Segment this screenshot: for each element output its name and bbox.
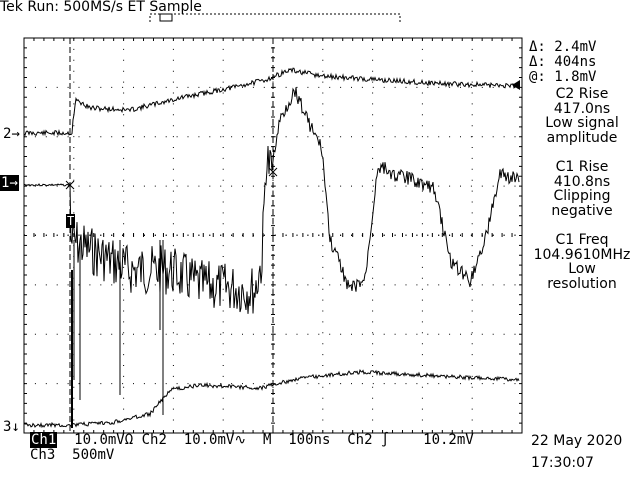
record-bracket (149, 13, 401, 22)
footer-line-1: Ch1 10.0mVΩ Ch2 10.0mV∿ M 100ns Ch2 ∫ 10… (30, 432, 474, 448)
ch2-level-marker: 2→ (3, 126, 20, 142)
ch3-level-marker: 3↓ (3, 419, 20, 435)
ch1-label: Ch1 (30, 432, 58, 448)
ch3-scale: 500mV (72, 447, 115, 463)
cursor-x-icon (65, 180, 75, 190)
measurement-3: C1 Freq 104.9610MHz Low resolution (524, 233, 640, 291)
trace-markers (65, 167, 278, 190)
measurement-2-note: Clipping (553, 188, 611, 204)
measurement-3-note2: resolution (547, 275, 617, 292)
cursor-delta-v: Δ: 2.4mV (529, 39, 597, 55)
timebase: 100ns (288, 432, 331, 448)
footer-line-2: Ch3 500mV (30, 448, 114, 463)
ch1-scale: 10.0mVΩ (74, 432, 134, 448)
ch2-coupling-icon: ∿ (234, 432, 247, 448)
graticule (23, 13, 523, 434)
ch3-trace (23, 368, 520, 429)
ch2-label: Ch2 (141, 432, 167, 448)
trigger-source: Ch2 (347, 432, 373, 448)
measurement-1-note: Low signal (545, 115, 619, 131)
measurement-3-value: 104.9610MHz (533, 246, 631, 263)
cursor-delta-t: Δ: 404ns (529, 54, 597, 70)
ch1-trace (23, 87, 520, 314)
trigger-marker: T (66, 214, 76, 228)
measurement-2-value: 410.8ns (553, 173, 611, 190)
measurement-1-note2: amplitude (546, 129, 618, 146)
trigger-level: 10.2mV (423, 432, 474, 448)
ch3-label: Ch3 (30, 447, 56, 463)
trigger-slope-icon: ∫ (380, 432, 390, 448)
acquisition-status: Tek Run: 500MS/s ET Sample (0, 0, 202, 15)
measurement-2-name: C1 Rise (555, 159, 609, 175)
measurement-3-note: Low (568, 261, 596, 277)
measurement-1-value: 417.0ns (553, 100, 611, 117)
cursor-at-v: @: 1.8mV (529, 69, 597, 85)
date: 22 May 2020 (531, 433, 623, 449)
time: 17:30:07 (531, 455, 594, 471)
measurement-1-name: C2 Rise (555, 86, 609, 102)
ch2-arrow-icon (512, 80, 520, 90)
record-window (159, 13, 173, 22)
ch2-scale: 10.0mV (183, 432, 235, 448)
measurement-3-name: C1 Freq (555, 232, 609, 248)
timebase-label: M (262, 432, 272, 448)
measurement-2-note2: negative (551, 202, 613, 219)
measurement-1: C2 Rise 417.0ns Low signal amplitude (524, 87, 640, 145)
cursor-x-icon (268, 167, 278, 177)
ch2-trace (23, 67, 520, 137)
measurement-2: C1 Rise 410.8ns Clipping negative (524, 160, 640, 218)
waveform-traces (23, 67, 520, 429)
ch1-level-marker: 1→ (0, 175, 19, 191)
